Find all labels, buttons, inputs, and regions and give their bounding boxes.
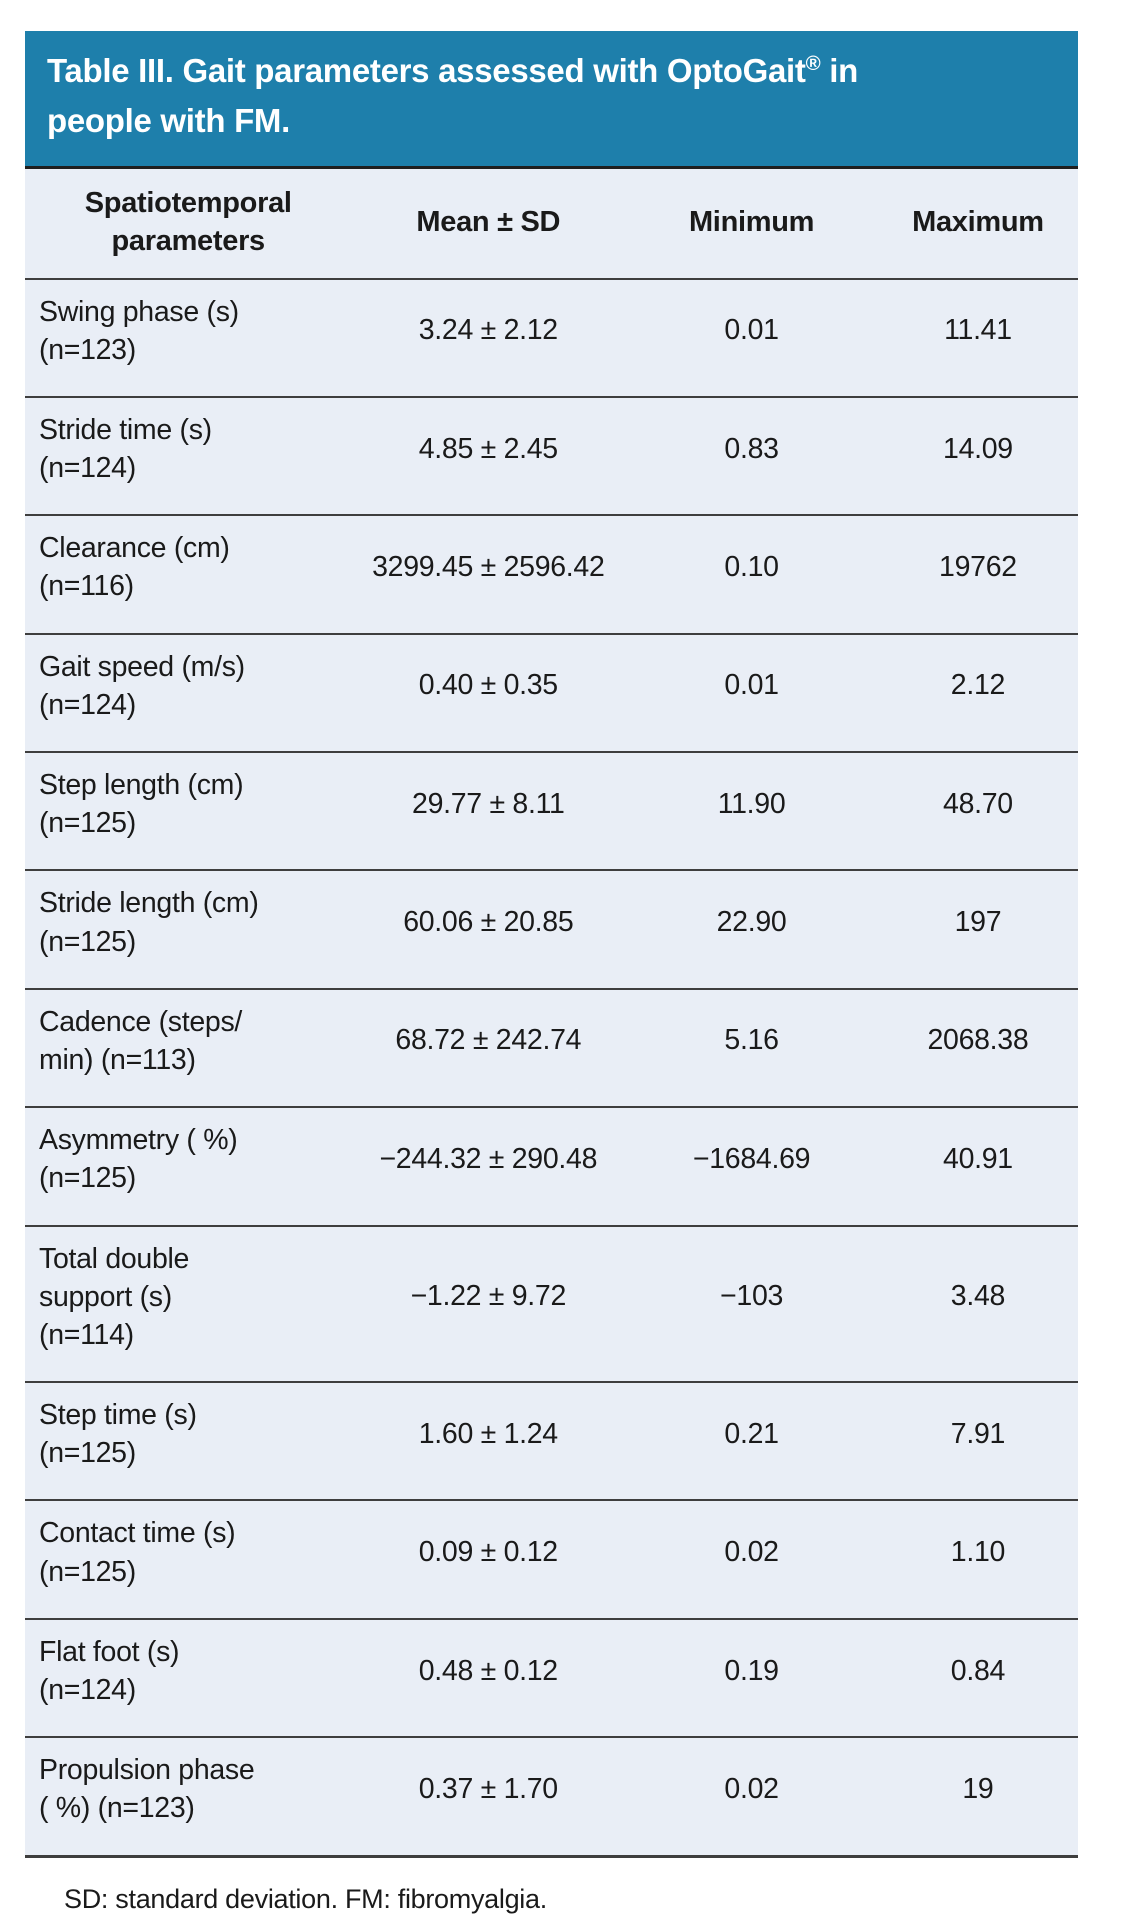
minimum-cell: 0.01 bbox=[724, 669, 779, 702]
column-header-minimum: Minimum bbox=[688, 206, 815, 239]
gait-parameters-table: Table III. Gait parameters assessed with… bbox=[25, 31, 1078, 1858]
minimum-cell: 22.90 bbox=[716, 906, 787, 939]
maximum-cell: 3.48 bbox=[950, 1280, 1006, 1313]
table-row: Step time (s) (n=125) 1.60 ± 1.24 0.21 7… bbox=[25, 1381, 1078, 1499]
table-row: Contact time (s) (n=125) 0.09 ± 0.12 0.0… bbox=[25, 1499, 1078, 1617]
mean-sd-cell: −1.22 ± 9.72 bbox=[410, 1280, 567, 1313]
parameter-cell: Asymmetry ( %) (n=125) bbox=[39, 1124, 238, 1195]
parameter-cell: Contact time (s) (n=125) bbox=[39, 1517, 236, 1588]
table-row: Gait speed (m/s) (n=124) 0.40 ± 0.35 0.0… bbox=[25, 632, 1078, 751]
mean-sd-cell: 0.37 ± 1.70 bbox=[418, 1772, 558, 1805]
table-row: Propulsion phase ( %) (n=123) 0.37 ± 1.7… bbox=[25, 1736, 1078, 1854]
table-row: Flat foot (s) (n=124) 0.48 ± 0.12 0.19 0… bbox=[25, 1617, 1078, 1736]
table-row: Step length (cm) (n=125) 29.77 ± 8.11 11… bbox=[25, 751, 1078, 869]
minimum-cell: −103 bbox=[720, 1280, 784, 1313]
minimum-cell: 0.01 bbox=[724, 314, 779, 347]
maximum-cell: 48.70 bbox=[943, 787, 1013, 820]
table-row: Cadence (steps/ min) (n=113) 68.72 ± 242… bbox=[25, 987, 1078, 1106]
maximum-cell: 2.12 bbox=[950, 669, 1006, 702]
table-title: Table III. Gait parameters assessed with… bbox=[25, 31, 1078, 169]
mean-sd-cell: 3299.45 ± 2596.42 bbox=[372, 550, 605, 583]
mean-sd-cell: 1.60 ± 1.24 bbox=[418, 1417, 558, 1450]
maximum-cell: 7.91 bbox=[950, 1417, 1006, 1450]
maximum-cell: 40.91 bbox=[943, 1142, 1013, 1175]
minimum-cell: −1684.69 bbox=[692, 1142, 811, 1175]
maximum-cell: 19 bbox=[962, 1772, 994, 1805]
parameter-cell: Propulsion phase ( %) (n=123) bbox=[39, 1754, 255, 1825]
mean-sd-cell: 0.40 ± 0.35 bbox=[418, 669, 558, 702]
table-footnote: SD: standard deviation. FM: fibromyalgia… bbox=[50, 1883, 1078, 1915]
table-row: Asymmetry ( %) (n=125) −244.32 ± 290.48 … bbox=[25, 1106, 1078, 1224]
table-row: Total double support (s) (n=114) −1.22 ±… bbox=[25, 1224, 1078, 1382]
maximum-cell: 14.09 bbox=[943, 432, 1013, 465]
table-title-suffix: in people with FM. bbox=[47, 52, 858, 139]
parameter-cell: Swing phase (s) (n=123) bbox=[39, 295, 239, 366]
mean-sd-cell: 4.85 ± 2.45 bbox=[418, 432, 558, 465]
minimum-cell: 0.83 bbox=[724, 432, 779, 465]
minimum-cell: 0.02 bbox=[724, 1772, 779, 1805]
minimum-cell: 0.21 bbox=[724, 1417, 779, 1450]
table-body: Swing phase (s) (n=123) 3.24 ± 2.12 0.01… bbox=[25, 277, 1078, 1855]
mean-sd-cell: 60.06 ± 20.85 bbox=[403, 906, 574, 939]
maximum-cell: 2068.38 bbox=[927, 1024, 1029, 1057]
maximum-cell: 11.41 bbox=[944, 314, 1012, 347]
column-header-maximum: Maximum bbox=[912, 206, 1044, 239]
parameter-cell: Step time (s) (n=125) bbox=[39, 1399, 197, 1470]
parameter-cell: Cadence (steps/ min) (n=113) bbox=[39, 1005, 243, 1076]
mean-sd-cell: 3.24 ± 2.12 bbox=[418, 314, 558, 347]
parameter-cell: Clearance (cm) (n=116) bbox=[39, 532, 230, 603]
maximum-cell: 1.10 bbox=[950, 1536, 1006, 1569]
column-header-mean-sd: Mean ± SD bbox=[416, 206, 561, 239]
parameter-cell: Stride length (cm) (n=125) bbox=[39, 887, 259, 958]
maximum-cell: 0.84 bbox=[950, 1654, 1006, 1687]
mean-sd-cell: 68.72 ± 242.74 bbox=[395, 1024, 582, 1057]
registered-trademark-symbol: ® bbox=[805, 52, 821, 75]
table-row: Swing phase (s) (n=123) 3.24 ± 2.12 0.01… bbox=[25, 277, 1078, 396]
parameter-cell: Step length (cm) (n=125) bbox=[39, 769, 244, 840]
maximum-cell: 197 bbox=[954, 906, 1002, 939]
mean-sd-cell: 29.77 ± 8.11 bbox=[412, 787, 565, 820]
column-header-spatiotemporal-parameters: Spatiotemporal parameters bbox=[84, 187, 292, 258]
mean-sd-cell: 0.48 ± 0.12 bbox=[418, 1654, 558, 1687]
parameter-cell: Total double support (s) (n=114) bbox=[39, 1242, 190, 1351]
minimum-cell: 5.16 bbox=[724, 1024, 779, 1057]
mean-sd-cell: 0.09 ± 0.12 bbox=[418, 1536, 558, 1569]
mean-sd-cell: −244.32 ± 290.48 bbox=[379, 1142, 598, 1175]
minimum-cell: 0.19 bbox=[724, 1654, 779, 1687]
minimum-cell: 0.10 bbox=[724, 550, 779, 583]
parameter-cell: Flat foot (s) (n=124) bbox=[39, 1635, 180, 1707]
table-title-prefix: Table III. Gait parameters assessed with… bbox=[47, 52, 806, 89]
table-row: Clearance (cm) (n=116) 3299.45 ± 2596.42… bbox=[25, 514, 1078, 632]
maximum-cell: 19762 bbox=[939, 550, 1017, 583]
minimum-cell: 11.90 bbox=[717, 787, 786, 820]
table-row: Stride length (cm) (n=125) 60.06 ± 20.85… bbox=[25, 869, 1078, 987]
minimum-cell: 0.02 bbox=[724, 1536, 779, 1569]
table-row: Stride time (s) (n=124) 4.85 ± 2.45 0.83… bbox=[25, 395, 1078, 514]
parameter-cell: Gait speed (m/s) (n=124) bbox=[39, 650, 245, 721]
parameter-cell: Stride time (s) (n=124) bbox=[39, 413, 212, 485]
table-header-row: Spatiotemporal parameters Mean ± SD Mini… bbox=[25, 169, 1078, 278]
